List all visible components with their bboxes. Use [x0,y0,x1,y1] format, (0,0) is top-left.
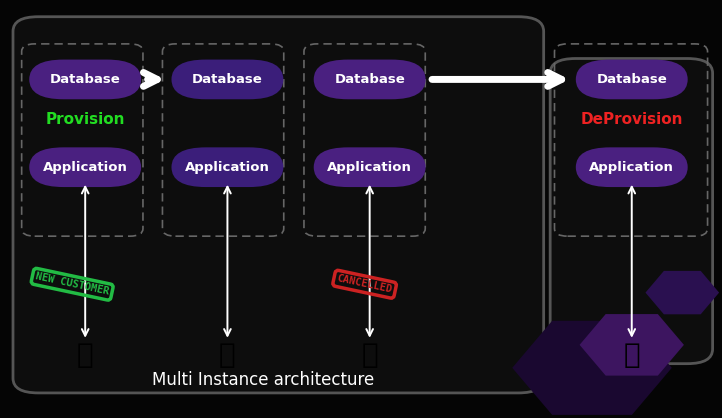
Text: 👥: 👥 [219,342,236,369]
Text: Provision: Provision [45,112,125,127]
FancyBboxPatch shape [575,148,687,187]
Text: CANCELLED: CANCELLED [336,273,393,295]
Text: Application: Application [589,161,674,174]
FancyBboxPatch shape [550,59,713,364]
Text: Database: Database [334,73,405,86]
Text: Application: Application [327,161,412,174]
FancyBboxPatch shape [29,60,141,99]
Text: 👥: 👥 [623,342,640,369]
FancyBboxPatch shape [171,60,283,99]
Polygon shape [645,271,719,314]
FancyBboxPatch shape [13,17,544,393]
Text: Database: Database [50,73,121,86]
Text: Multi Instance architecture: Multi Instance architecture [152,371,375,390]
FancyBboxPatch shape [171,148,283,187]
Text: Application: Application [43,161,128,174]
Text: 👥: 👥 [77,342,94,369]
Text: DeProvision: DeProvision [580,112,683,127]
FancyBboxPatch shape [313,60,425,99]
FancyBboxPatch shape [575,60,687,99]
FancyBboxPatch shape [29,148,141,187]
Polygon shape [512,321,671,415]
Text: NEW CUSTOMER: NEW CUSTOMER [35,272,110,297]
Text: 👥: 👥 [361,342,378,369]
FancyBboxPatch shape [313,148,425,187]
Polygon shape [580,314,684,376]
Text: Application: Application [185,161,270,174]
Text: Database: Database [596,73,667,86]
Text: Database: Database [192,73,263,86]
